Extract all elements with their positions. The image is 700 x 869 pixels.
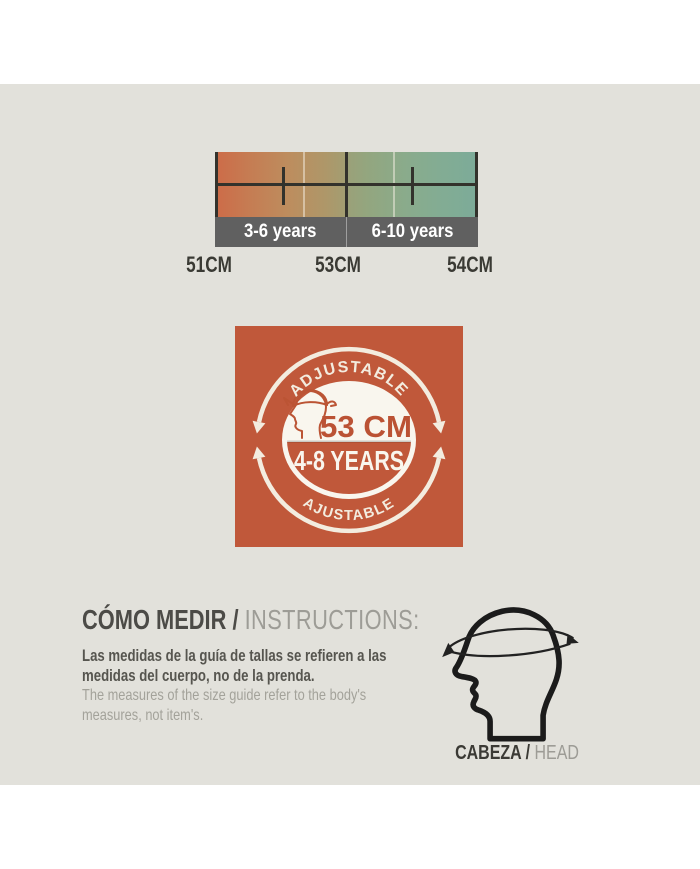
head-label-english: HEAD xyxy=(534,742,579,764)
arrowhead-icon xyxy=(432,446,446,460)
cm-tick-label-54: 54CM xyxy=(447,252,493,277)
badge-age-range: 4-8 YEARS xyxy=(294,445,404,476)
head-profile-icon xyxy=(452,607,562,742)
cm-tick-label-51: 51CM xyxy=(186,252,232,277)
heading-spanish: CÓMO MEDIR / xyxy=(82,604,239,635)
head-profile-figure xyxy=(442,607,579,742)
instructions-heading: CÓMO MEDIR / INSTRUCTIONS: xyxy=(82,604,420,636)
instructions-en-line: The measures of the size guide refer to … xyxy=(82,687,367,704)
ruler-tick-mark xyxy=(410,167,414,205)
ruler-tick-mark xyxy=(281,167,285,205)
age-range-label: 6-10 years xyxy=(371,221,454,242)
tape-arrowhead-icon xyxy=(442,642,455,658)
ruler-center-divider-line xyxy=(345,152,348,217)
rotation-arrow-top-icon xyxy=(256,346,442,423)
cm-tick-label-53: 53CM xyxy=(315,252,361,277)
instructions-body: Las medidas de la guía de tallas se refi… xyxy=(82,646,386,726)
badge-size-value: 53 CM xyxy=(320,409,412,444)
arrowhead-icon xyxy=(252,420,266,434)
badge-head-icon xyxy=(283,389,337,439)
arrowhead-icon xyxy=(252,446,266,460)
size-guide-panel: 3-6 years 6-10 years 51CM 53CM 54CM xyxy=(0,84,700,785)
age-range-divider xyxy=(346,217,347,247)
instructions-es-line: Las medidas de la guía de tallas se refi… xyxy=(82,647,387,665)
age-range-label: 3-6 years xyxy=(244,221,317,242)
tape-arrowhead-icon xyxy=(566,633,579,644)
adjustable-badge: 53 CM 4-8 YEARS ADJUSTABLE AJUSTABLE xyxy=(235,326,463,547)
measuring-tape-loop-icon xyxy=(447,627,574,658)
age-range-3-6: 3-6 years xyxy=(215,217,346,247)
rotation-arrow-bottom-icon xyxy=(256,457,442,534)
instructions-es-line: medidas del cuerpo, no de la prenda. xyxy=(82,667,315,685)
head-label-spanish: CABEZA / xyxy=(455,742,531,764)
ruler-left-edge-line xyxy=(215,152,218,217)
arrowhead-icon xyxy=(432,420,446,434)
age-range-bar: 3-6 years 6-10 years xyxy=(215,217,478,247)
age-range-6-10: 6-10 years xyxy=(347,217,478,247)
instructions-en-line: measures, not item's. xyxy=(82,707,204,724)
ruler-right-edge-line xyxy=(475,152,478,217)
size-gradient-bar xyxy=(215,152,478,217)
head-figure-label: CABEZA / HEAD xyxy=(445,742,589,765)
heading-english: INSTRUCTIONS: xyxy=(244,604,420,635)
